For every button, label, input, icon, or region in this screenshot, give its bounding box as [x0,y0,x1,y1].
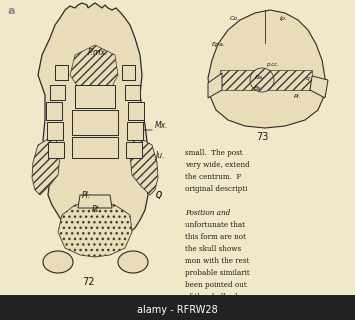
Polygon shape [70,45,118,95]
Text: alamy - RFRW28: alamy - RFRW28 [137,305,217,315]
Text: very wide, extend: very wide, extend [185,161,250,169]
Polygon shape [122,65,135,80]
Polygon shape [310,76,328,98]
Text: Mx.: Mx. [155,121,169,130]
Text: q: q [306,76,310,81]
Text: probable similarit: probable similarit [185,269,250,277]
Text: Pl.: Pl. [294,94,301,99]
Ellipse shape [43,251,73,273]
Polygon shape [128,102,144,120]
Text: the centrum.  F: the centrum. F [185,173,241,181]
Polygon shape [72,110,118,135]
Polygon shape [47,122,63,140]
Polygon shape [126,142,142,158]
Polygon shape [72,137,118,158]
Text: Position and: Position and [185,209,230,217]
Text: 73: 73 [256,132,268,142]
Polygon shape [46,102,62,120]
Polygon shape [75,85,115,108]
Text: Ba.: Ba. [255,75,265,80]
Polygon shape [38,3,148,238]
Text: 72: 72 [82,277,94,287]
Text: Ju.: Ju. [155,151,164,160]
Polygon shape [78,195,112,208]
Polygon shape [58,200,132,257]
Text: p.cc.: p.cc. [266,62,279,67]
Text: Q: Q [156,191,162,200]
Text: Ip.: Ip. [280,16,288,21]
Text: this form are not: this form are not [185,233,246,241]
Text: the skull shows: the skull shows [185,245,241,253]
Polygon shape [130,135,158,195]
Text: original descripti: original descripti [185,185,247,193]
Circle shape [250,68,274,92]
Polygon shape [32,135,60,195]
Text: a: a [8,6,16,16]
Text: Pt.: Pt. [92,205,102,214]
Polygon shape [127,122,143,140]
Text: Q: Q [156,191,162,200]
Text: of the skulls sho: of the skulls sho [185,293,244,301]
Polygon shape [50,85,65,100]
Ellipse shape [118,251,148,273]
Text: Bs.: Bs. [254,86,263,91]
Polygon shape [208,73,222,98]
Polygon shape [220,70,312,90]
Text: P.mx.: P.mx. [88,48,108,57]
Text: unfortunate that: unfortunate that [185,221,245,229]
Text: small.  The post: small. The post [185,149,242,157]
Text: been pointed out: been pointed out [185,281,247,289]
Text: Co.: Co. [230,16,240,21]
Text: mon with the rest: mon with the rest [185,257,249,265]
Polygon shape [208,10,325,128]
Polygon shape [48,142,64,158]
Polygon shape [55,65,68,80]
Bar [0,295,355,320]
Text: Pl.: Pl. [82,191,91,200]
Polygon shape [125,85,140,100]
Text: Epa.: Epa. [212,42,226,47]
